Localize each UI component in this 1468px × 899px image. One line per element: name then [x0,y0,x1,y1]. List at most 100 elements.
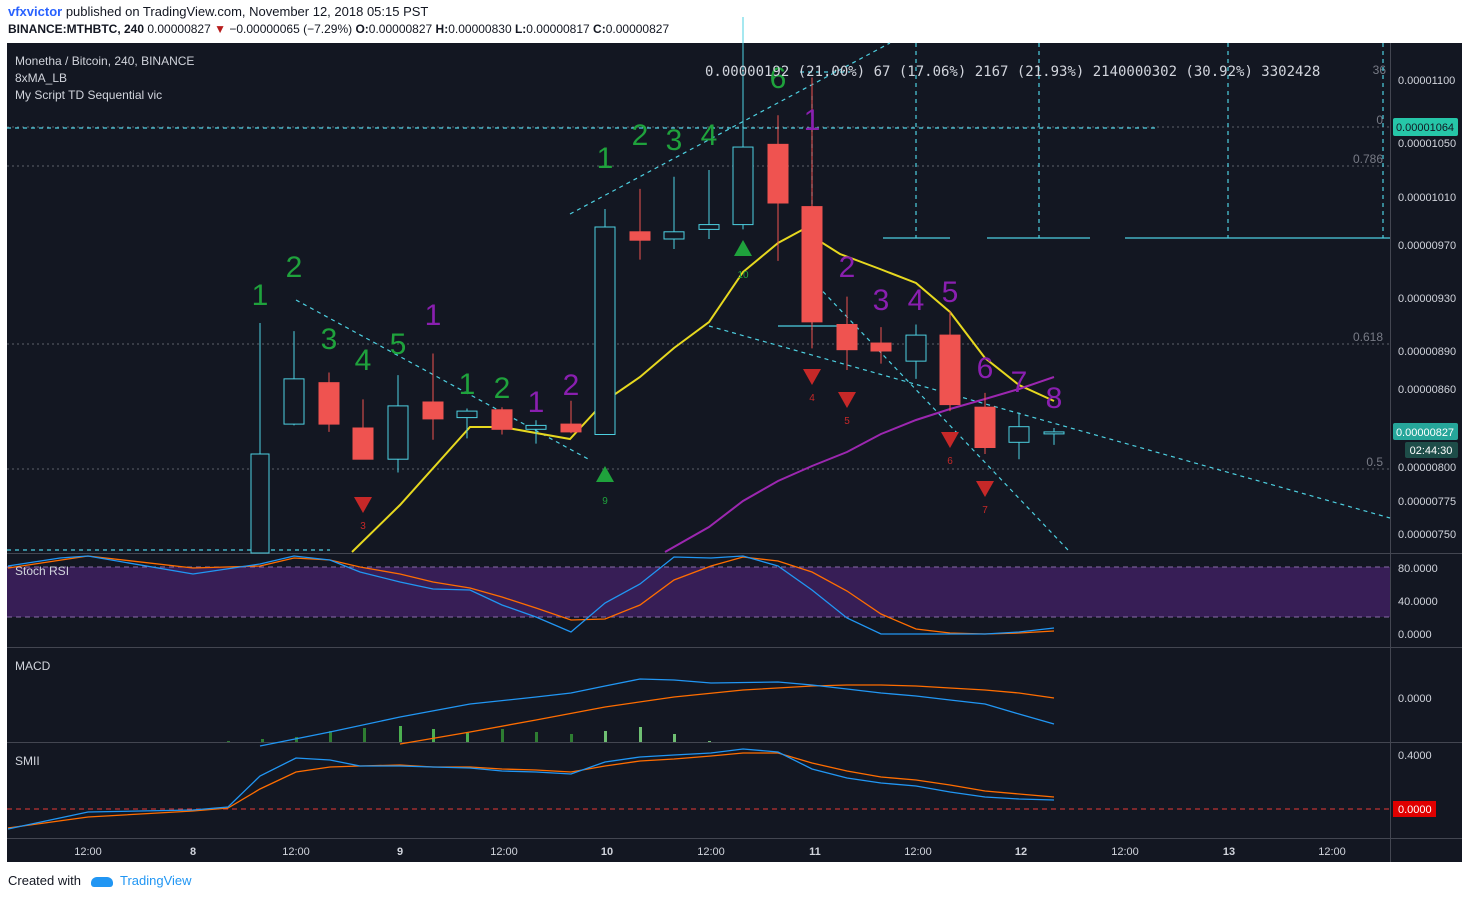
time-axis-label: 8 [190,846,196,858]
tradingview-cloud-icon[interactable] [90,876,113,887]
macd-hist-bar [399,726,402,742]
stoch-tick-80: 80.0000 [1398,563,1438,575]
candle-bear[interactable] [352,427,374,460]
td-count-label: 1 [252,279,269,312]
macd-hist-bar [708,741,711,742]
macd-hist-bar [227,741,230,742]
candle-bull[interactable] [594,226,616,435]
stoch-d-line [7,555,1055,635]
main-pane[interactable] [7,43,1390,553]
candle-bear[interactable] [767,143,789,204]
measure-text: 0.00000192 (21.00%) 67 (17.06%) 2167 (21… [705,64,1320,80]
sell-signal-count: 7 [982,505,988,516]
candle-bull[interactable] [698,224,720,230]
tradingview-link[interactable]: TradingView [120,873,192,888]
candle-bull[interactable] [387,405,409,460]
stoch-title: Stoch RSI [15,564,69,578]
candle-bear[interactable] [939,334,961,406]
candle-bull[interactable] [525,424,547,430]
fib-label-786: 0.786 [1353,152,1383,166]
created-with: Created with [8,873,81,888]
td-count-label: 2 [286,251,303,284]
smii-pane[interactable] [7,743,1390,838]
price-axis-label: 0.00001010 [1398,192,1456,204]
fib-label-36: 36 [1373,63,1387,77]
price-axis-label: 0.00001050 [1398,138,1456,150]
td-count-label: 3 [321,323,338,356]
candle-bull[interactable] [456,410,478,419]
td-count-label: 6 [977,352,994,385]
fib-label-0: 0 [1376,113,1383,127]
candle-bear[interactable] [629,231,651,241]
candle-bull[interactable] [283,378,305,425]
time-axis-label: 12:00 [1318,846,1346,858]
td-count-label: 3 [666,124,683,157]
candle-bull[interactable] [663,231,685,240]
candle-bull[interactable] [732,146,754,226]
td-count-label: 4 [701,119,718,152]
td-count-label: 2 [839,251,856,284]
footer: Created with TradingView [8,873,192,888]
sell-signal-icon [838,392,856,408]
macd-hist-bar [673,734,676,742]
macd-hist-bar [604,731,607,742]
td-count-label: 4 [355,344,372,377]
price-axis[interactable] [1390,43,1462,838]
legend-symbol: Monetha / Bitcoin, 240, BINANCE [15,54,194,68]
time-axis-label: 10 [601,846,613,858]
candle-bear[interactable] [560,423,582,433]
timer-badge [1405,442,1458,458]
stoch-k-line [7,555,1055,635]
change-value: −0.00000065 (−7.29%) [229,22,353,36]
trendline-falling-3[interactable] [811,279,1069,551]
td-count-label: 3 [873,284,890,317]
macd-hist-bar [261,739,264,742]
time-axis-label: 13 [1223,846,1235,858]
publish-info: published on TradingView.com, November 1… [65,4,429,19]
time-axis-label: 12 [1015,846,1027,858]
td-count-label: 1 [597,142,614,175]
sell-signal-icon [354,497,372,513]
ohlc-header: BINANCE:MTHBTC, 240 0.00000827 ▼ −0.0000… [8,22,669,36]
candle-bear[interactable] [974,406,996,449]
macd-tick-0: 0.0000 [1398,693,1432,705]
td-count-label: 4 [908,284,925,317]
candle-bull[interactable] [250,453,270,554]
candle-bull[interactable] [1043,431,1065,435]
candle-bear[interactable] [491,409,513,430]
candle-bear[interactable] [318,382,340,425]
td-count-label: 2 [494,372,511,405]
trendline-falling-2[interactable] [708,325,1391,519]
time-axis-label: 12:00 [904,846,932,858]
time-axis-label: 12:00 [697,846,725,858]
candle-bear[interactable] [836,324,858,351]
ma-purple-line [664,376,1055,553]
td-count-label: 8 [1046,382,1063,415]
high-label: H: [435,22,449,36]
candle-bull[interactable] [1008,426,1030,443]
td-count-label: 2 [632,119,649,152]
smii-signal-line [7,752,1055,829]
close-label: C: [593,22,606,36]
ticker-label: BINANCE:MTHBTC, 240 [8,22,145,36]
macd-title: MACD [15,659,51,673]
legend-ind1: 8xMA_LB [15,71,67,85]
td-count-label: 2 [563,369,580,402]
td-count-label: 5 [942,276,959,309]
candle-bear[interactable] [870,342,892,352]
low-value: 0.00000817 [526,22,590,36]
author-link[interactable]: vfxvictor [8,4,63,19]
last-price-badge [1393,423,1458,440]
candle-bear[interactable] [422,401,444,420]
buy-signal-icon [596,466,614,482]
fib-label-5: 0.5 [1366,455,1383,469]
time-axis-label: 12:00 [74,846,102,858]
macd-hist-bar [639,727,642,742]
candle-bull[interactable] [905,334,927,362]
time-axis[interactable] [7,838,1462,862]
td-count-label: 1 [804,104,821,137]
candle-bear[interactable] [801,206,823,323]
price-axis-label: 0.00000890 [1398,346,1456,358]
buy-signal-count: 9 [602,496,608,507]
